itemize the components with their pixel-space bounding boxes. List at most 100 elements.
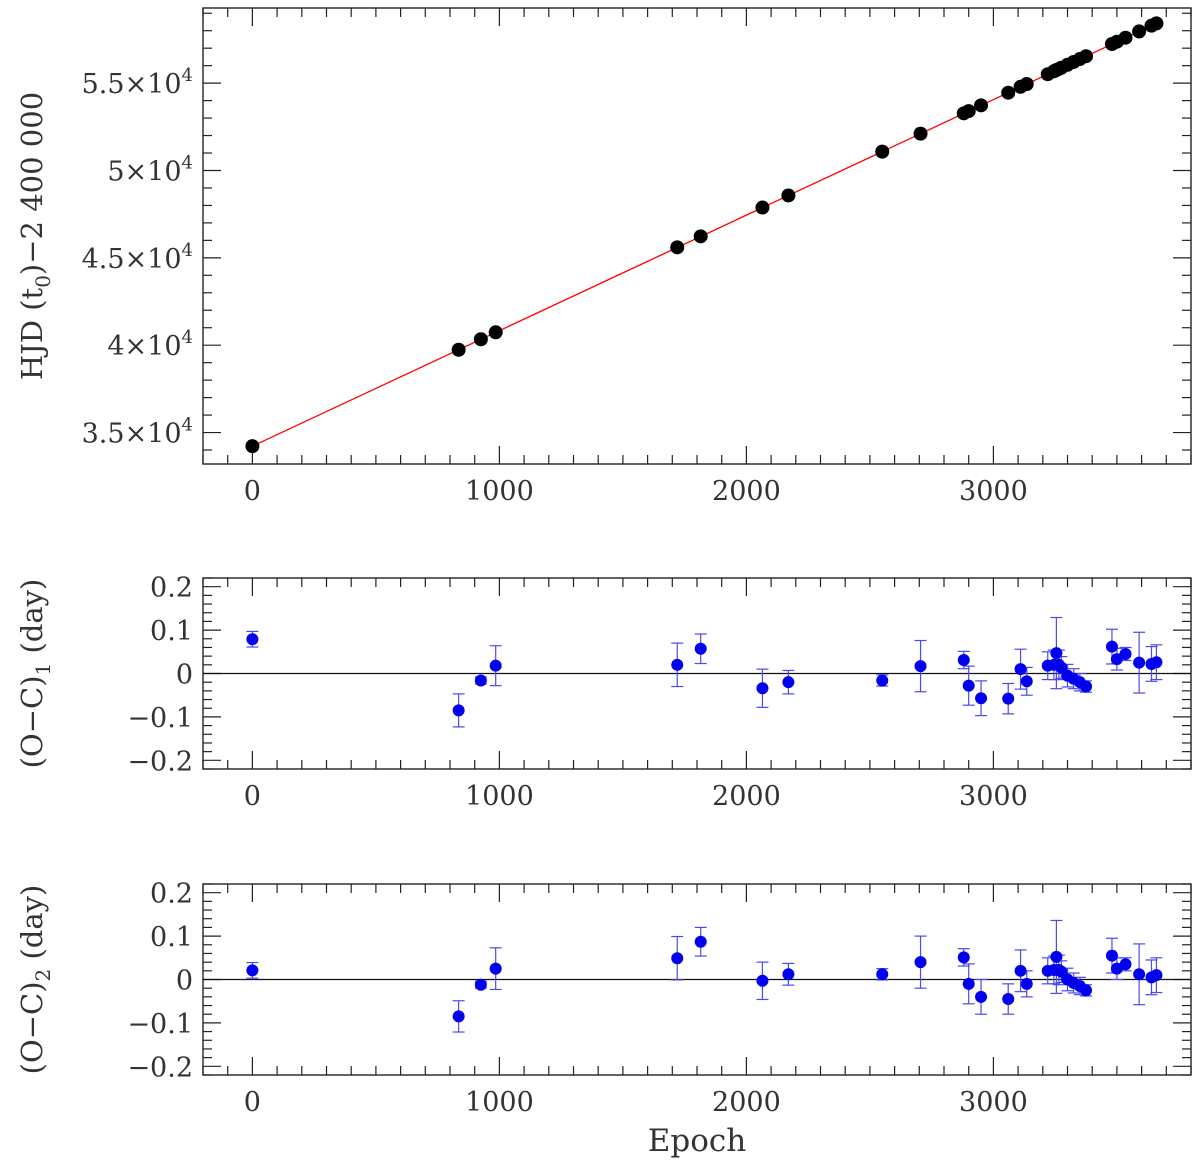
chart-top-x-tick-label: 1000	[465, 476, 534, 507]
chart-bottom-y-axis-label-text: (O−C)	[15, 981, 49, 1074]
chart-top-y-tick-exponent: 4	[182, 415, 193, 436]
chart-bottom-point	[876, 968, 889, 981]
chart-bottom-point	[975, 990, 988, 1003]
chart-bottom-x-tick-label: 3000	[959, 1087, 1028, 1118]
chart-middle-point	[1133, 656, 1146, 669]
chart-bottom-x-tick-label: 1000	[465, 1087, 534, 1118]
chart-middle-point	[1080, 680, 1093, 693]
chart-bottom-point	[957, 951, 970, 964]
chart-middle-point	[914, 660, 927, 673]
chart-bottom-point	[671, 952, 684, 965]
chart-middle-y-axis-label: (O−C)1 (day)	[15, 579, 55, 769]
chart-middle-x-tick-label: 0	[244, 781, 261, 812]
chart-bottom-point	[756, 974, 769, 987]
chart-middle-point	[452, 704, 465, 717]
chart-bottom-y-tick-label: 0.1	[150, 922, 193, 953]
chart-top-y-tick-mantissa: 3.5×10	[82, 419, 182, 450]
chart-middle-y-tick-label: 0.2	[150, 573, 193, 604]
chart-middle-point	[671, 658, 684, 671]
chart-top-point	[961, 104, 976, 119]
chart-bottom-point	[782, 968, 795, 981]
chart-bottom-y-tick-label: −0.1	[127, 1009, 193, 1040]
chart-top-point	[755, 200, 770, 215]
chart-top-y-tick-exponent: 4	[182, 327, 193, 348]
chart-middle-point	[1105, 640, 1118, 653]
chart-top-y-tick-exponent: 4	[182, 65, 193, 86]
chart-top-y-tick-label: 5.5×104	[82, 65, 193, 100]
chart-middle-point	[1119, 647, 1132, 660]
chart-top-y-axis-label: HJD (t0)−2 400 000	[15, 92, 55, 380]
chart-bottom-y-axis-label-rest: (day)	[15, 885, 49, 969]
chart-top-x-tick-label: 2000	[712, 476, 781, 507]
chart-top-point	[1118, 30, 1133, 45]
chart-middle-point	[756, 682, 769, 695]
chart-middle-panel: 0 1000 2000 3000 −0.2 −0.1 0 0.1 0.2 (O−C)1 (day)	[15, 573, 1192, 812]
chart-middle-y-tick-label: −0.1	[127, 703, 193, 734]
chart-middle-point	[957, 654, 970, 667]
chart-top-y-tick-label: 5×104	[107, 152, 193, 187]
chart-top-point	[1079, 49, 1094, 64]
chart-top-panel: 0 1000 2000 30003.5×1044×1044.5×1045×1045.5…	[15, 7, 1192, 507]
chart-middle-point	[1110, 653, 1123, 666]
chart-top-point	[693, 229, 708, 244]
chart-top-point	[670, 240, 685, 255]
chart-bottom-point	[489, 962, 502, 975]
chart-bottom-point	[694, 935, 707, 948]
chart-top-point	[1149, 16, 1164, 31]
chart-top-y-axis-label-subscript: 0	[31, 275, 55, 288]
chart-middle-point	[1002, 692, 1015, 705]
chart-top-point	[488, 325, 503, 340]
chart-middle-point	[694, 642, 707, 655]
chart-bottom-point	[452, 1010, 465, 1023]
chart-middle-point	[1055, 661, 1068, 674]
chart-top-y-axis-label-rest: )−2 400 000	[15, 92, 49, 275]
chart-top-point	[875, 144, 890, 159]
chart-middle-y-tick-label: 0.1	[150, 616, 193, 647]
chart-bottom-point	[1105, 949, 1118, 962]
chart-top-y-tick-mantissa: 4.5×10	[82, 244, 182, 275]
chart-top-x-tick-label: 3000	[959, 476, 1028, 507]
chart-top-y-tick-mantissa: 5.5×10	[82, 69, 182, 100]
chart-top-point	[245, 439, 260, 454]
chart-middle-point	[474, 674, 487, 687]
chart-bottom-y-tick-label: −0.2	[127, 1052, 193, 1083]
chart-middle-y-axis-label-rest: (day)	[15, 579, 49, 663]
chart-middle-point	[1020, 675, 1033, 688]
chart-bottom-x-tick-label: 0	[244, 1087, 261, 1118]
chart-middle-point	[876, 674, 889, 687]
chart-bottom-point	[962, 977, 975, 990]
chart-middle-y-axis-label-subscript: 1	[31, 663, 55, 676]
chart-top-point	[1019, 77, 1034, 91]
chart-bottom-x-tick-label: 2000	[712, 1087, 781, 1118]
chart-middle-x-tick-label: 1000	[465, 781, 534, 812]
chart-bottom-point	[914, 956, 927, 969]
chart-top-y-tick-mantissa: 5×10	[107, 156, 181, 187]
chart-middle-point	[489, 659, 502, 672]
chart-bottom-point	[1050, 950, 1063, 963]
chart-bottom-y-axis-label-subscript: 2	[31, 969, 55, 982]
chart-middle-y-axis-label-text: (O−C)	[15, 675, 49, 768]
chart-top-point	[1132, 24, 1147, 39]
chart-middle-point	[1050, 647, 1063, 660]
chart-top-point	[974, 98, 989, 113]
chart-bottom-point	[1002, 993, 1015, 1006]
chart-middle-point	[975, 692, 988, 705]
chart-bottom-point	[1150, 969, 1163, 982]
chart-middle-x-tick-label: 3000	[959, 781, 1028, 812]
chart-bottom-y-tick-label: 0	[176, 966, 193, 997]
chart-middle-point	[1014, 663, 1027, 676]
chart-top-point	[1001, 85, 1016, 100]
chart-middle-y-tick-label: −0.2	[127, 746, 193, 777]
chart-middle-point	[962, 679, 975, 692]
chart-top-y-tick-label: 4×104	[107, 327, 193, 362]
chart-middle-point	[246, 633, 259, 646]
chart-bottom-y-axis-label: (O−C)2 (day)	[15, 885, 55, 1075]
chart-bottom-point	[1080, 984, 1093, 997]
chart-top-point	[451, 342, 466, 357]
chart-bottom-point	[1014, 964, 1027, 977]
chart-top-y-tick-exponent: 4	[182, 152, 193, 173]
chart-bottom-point	[1020, 977, 1033, 990]
chart-top-x-tick-label: 0	[244, 476, 261, 507]
chart-top-y-axis-label-text: HJD (t	[15, 287, 49, 380]
chart-bottom-point	[474, 978, 487, 991]
